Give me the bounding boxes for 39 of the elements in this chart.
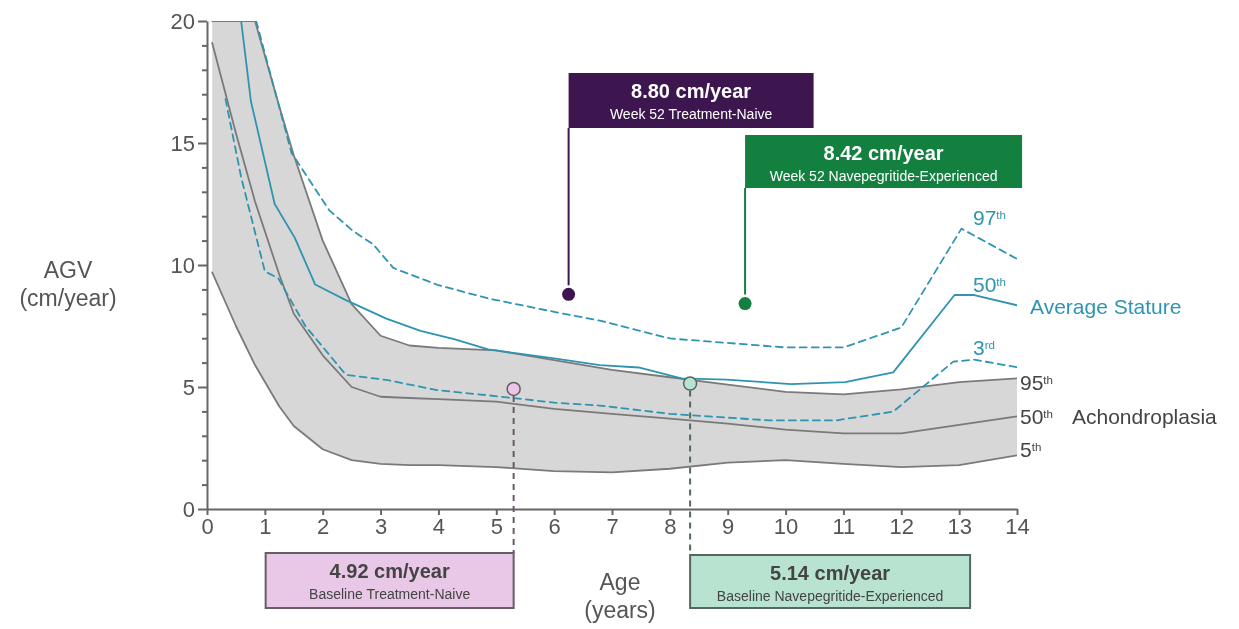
y-axis-title: AGV (cm/year) (19, 257, 117, 311)
point (682, 376, 698, 391)
text: 5.14 cm/year Baseline Navepegritide-Experienced (716, 562, 944, 604)
line-series (211, 271, 1017, 474)
text: Average Stature (1030, 295, 1182, 318)
y-tick-label: 0 (182, 496, 195, 522)
series-label: 5$^{th}$ (1020, 438, 1042, 461)
x-tick-label: 4 (432, 513, 446, 539)
series-label: 50$^{th}$ (973, 273, 1006, 296)
x-tick-label: 2 (317, 513, 330, 539)
x-tick-label: 6 (548, 513, 561, 539)
text: Achondroplasia (1072, 405, 1218, 428)
annotation: 8.80 cm/year Week 52 Treatment-Naive (609, 80, 773, 122)
series-label: 50$^{th}$ (1020, 405, 1053, 428)
x-tick-label: 12 (889, 513, 915, 539)
x-axis-title: Age (years) (584, 569, 656, 623)
x-tick-label: 11 (832, 513, 856, 539)
x-tick-label: 9 (722, 513, 735, 539)
x-tick-label: 14 (1005, 513, 1030, 539)
y-tick-label: 10 (170, 252, 195, 278)
x-tick-label: 13 (947, 513, 972, 539)
point (562, 287, 576, 301)
series-label: 95$^{th}$ (1020, 371, 1053, 394)
x-tick-label: 10 (773, 513, 799, 539)
x-tick-label: 3 (374, 513, 388, 539)
x-tick-label: 0 (201, 513, 214, 539)
y-tick-label: 15 (170, 130, 195, 156)
x-tick-label: 7 (606, 513, 619, 539)
point (506, 381, 521, 397)
x-tick-label: 1 (259, 513, 272, 539)
y-tick-label: 5 (182, 374, 195, 400)
series-label: 97$^{th}$ (973, 206, 1006, 229)
x-tick-label: 5 (490, 513, 503, 539)
x-tick-label: 8 (664, 513, 677, 539)
series-label: 3$^{rd}$ (973, 336, 995, 359)
y-tick-label: 20 (170, 8, 195, 34)
point (738, 297, 752, 311)
text: 4.92 cm/year Baseline Treatment-Naive (309, 560, 471, 602)
annotation: 8.42 cm/year Week 52 Navepegritide-Experienced (769, 142, 998, 184)
